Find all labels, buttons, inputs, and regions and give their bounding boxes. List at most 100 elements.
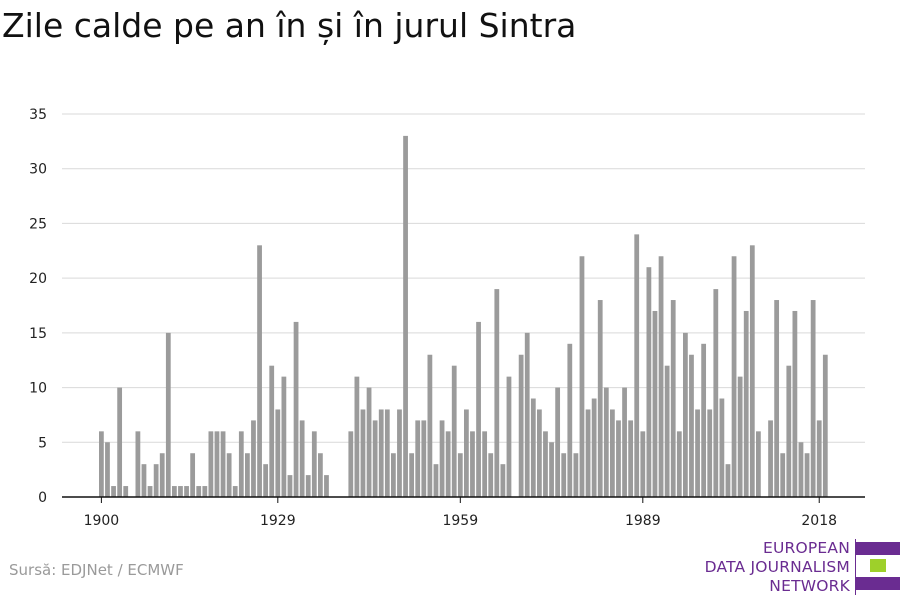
y-tick-label: 0 bbox=[38, 490, 47, 506]
bar bbox=[391, 453, 396, 497]
bar bbox=[616, 420, 621, 497]
bar bbox=[597, 300, 603, 497]
bar bbox=[518, 354, 524, 497]
bar bbox=[354, 376, 360, 497]
bar bbox=[646, 267, 652, 497]
bar bbox=[567, 343, 573, 497]
bar bbox=[780, 453, 786, 497]
bar bbox=[105, 442, 110, 497]
bar bbox=[433, 464, 439, 497]
bar bbox=[756, 431, 761, 497]
bar bbox=[695, 409, 700, 497]
bar bbox=[293, 321, 299, 497]
bar bbox=[226, 453, 232, 497]
bar bbox=[543, 431, 548, 497]
bar bbox=[622, 387, 627, 497]
bar bbox=[804, 453, 810, 497]
bar bbox=[786, 365, 792, 497]
bar bbox=[549, 442, 554, 497]
bar bbox=[792, 310, 798, 497]
edjnet-logo: EUROPEAN DATA JOURNALISM NETWORK bbox=[670, 539, 900, 595]
logo-bar-purple-2 bbox=[856, 577, 900, 590]
bar bbox=[263, 464, 269, 497]
bar bbox=[701, 343, 707, 497]
logo-bar-purple-1 bbox=[856, 542, 900, 555]
bar bbox=[178, 486, 183, 497]
logo-line-2: DATA JOURNALISM bbox=[704, 558, 850, 576]
bar bbox=[384, 409, 390, 497]
bar bbox=[184, 486, 189, 497]
bar bbox=[99, 431, 104, 497]
bar bbox=[299, 420, 305, 497]
bar bbox=[628, 420, 634, 497]
bar bbox=[141, 464, 147, 497]
bar bbox=[281, 376, 287, 497]
bar bbox=[774, 300, 780, 497]
bar bbox=[798, 442, 804, 497]
bar bbox=[530, 398, 536, 497]
bar bbox=[482, 431, 488, 497]
bar bbox=[445, 431, 451, 497]
bar bbox=[494, 289, 500, 497]
bar bbox=[372, 420, 378, 497]
bar bbox=[251, 420, 256, 497]
bar bbox=[749, 245, 755, 497]
y-axis-ticks: 0 5 10 15 20 25 30 35 bbox=[29, 107, 47, 506]
logo-line-3: NETWORK bbox=[769, 577, 850, 595]
bar bbox=[421, 420, 427, 497]
bar bbox=[737, 376, 743, 497]
y-tick-label: 35 bbox=[29, 107, 47, 123]
y-tick-label: 25 bbox=[29, 216, 47, 232]
bar bbox=[579, 256, 585, 497]
bar bbox=[318, 453, 323, 497]
bar bbox=[257, 245, 262, 497]
bar bbox=[190, 453, 196, 497]
bar bbox=[135, 431, 141, 497]
bar bbox=[476, 321, 481, 497]
bar bbox=[822, 354, 828, 497]
bar bbox=[214, 431, 220, 497]
bar bbox=[232, 486, 238, 497]
bar bbox=[768, 420, 773, 497]
bar bbox=[165, 332, 171, 497]
y-tick-label: 10 bbox=[29, 381, 47, 397]
y-tick-label: 15 bbox=[29, 326, 47, 342]
bar bbox=[524, 332, 530, 497]
bar bbox=[439, 420, 445, 497]
bar bbox=[816, 420, 822, 497]
bar bbox=[676, 431, 682, 497]
bar bbox=[603, 387, 609, 497]
bar bbox=[713, 289, 719, 497]
bar bbox=[725, 464, 731, 497]
bar bbox=[238, 431, 244, 497]
bar bbox=[488, 453, 494, 497]
bar bbox=[689, 354, 694, 497]
bar bbox=[464, 409, 469, 497]
bar bbox=[275, 409, 281, 497]
bar bbox=[470, 431, 475, 497]
bar bbox=[348, 431, 354, 497]
bar bbox=[202, 486, 208, 497]
bar bbox=[305, 475, 311, 497]
bar bbox=[153, 464, 159, 497]
y-tick-label: 20 bbox=[29, 271, 47, 287]
bar bbox=[658, 256, 664, 497]
bar bbox=[409, 453, 415, 497]
logo-divider bbox=[855, 539, 856, 595]
x-tick-label: 1959 bbox=[442, 513, 478, 529]
bar bbox=[397, 409, 402, 497]
bar bbox=[245, 453, 250, 497]
bar bbox=[366, 387, 372, 497]
bar bbox=[707, 409, 713, 497]
bar bbox=[670, 300, 676, 497]
bar bbox=[810, 300, 816, 497]
bar bbox=[360, 409, 366, 497]
x-tick-label: 1929 bbox=[260, 513, 296, 529]
bar bbox=[378, 409, 384, 497]
bar bbox=[573, 453, 579, 497]
bar bbox=[427, 354, 433, 497]
bar bbox=[457, 453, 463, 497]
bar bbox=[172, 486, 177, 497]
bar bbox=[117, 387, 123, 497]
